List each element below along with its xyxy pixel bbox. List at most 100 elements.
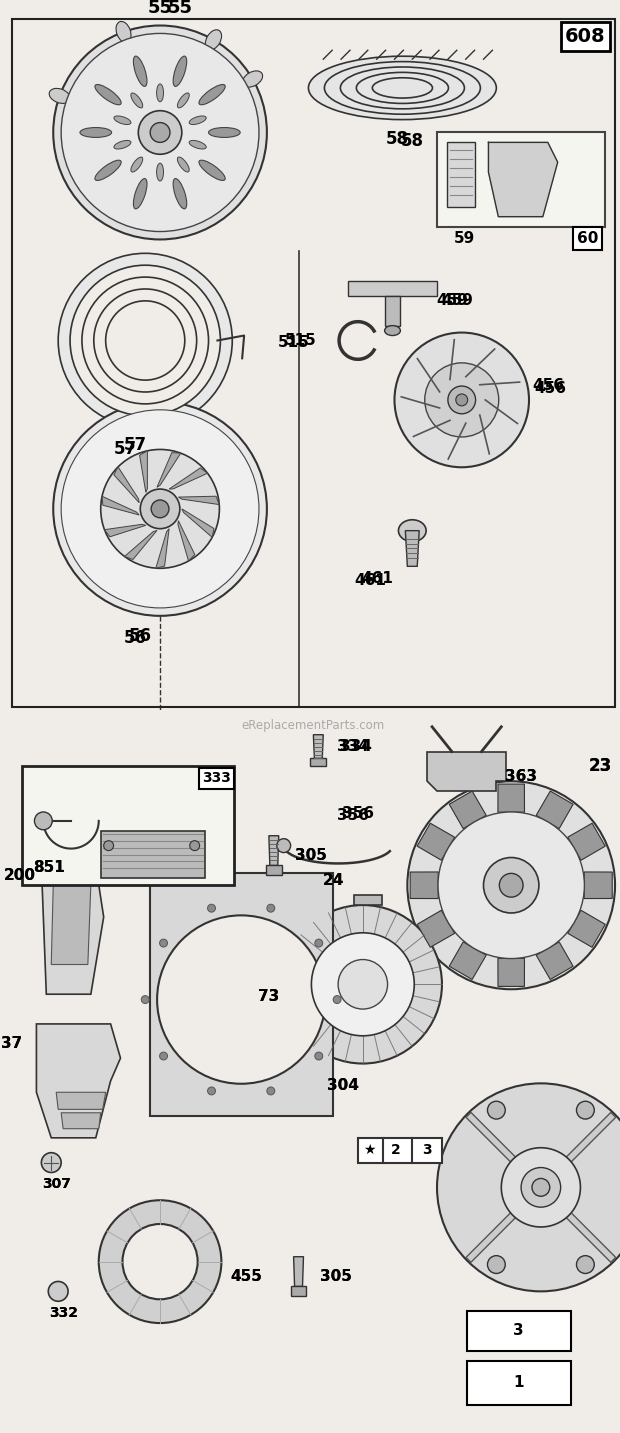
Ellipse shape — [173, 56, 187, 86]
Circle shape — [141, 996, 149, 1003]
Circle shape — [157, 916, 326, 1083]
Polygon shape — [313, 735, 323, 758]
Text: 356: 356 — [337, 808, 369, 824]
Ellipse shape — [58, 254, 233, 427]
Text: 459: 459 — [441, 294, 472, 308]
Polygon shape — [182, 509, 214, 537]
Polygon shape — [291, 1287, 306, 1297]
Text: ★: ★ — [363, 1142, 376, 1156]
Text: 56: 56 — [124, 629, 147, 646]
Ellipse shape — [94, 289, 197, 393]
Polygon shape — [51, 886, 91, 964]
Polygon shape — [417, 910, 454, 947]
Text: 58: 58 — [386, 130, 409, 149]
Circle shape — [338, 960, 388, 1009]
Polygon shape — [178, 520, 195, 560]
Circle shape — [394, 332, 529, 467]
Ellipse shape — [105, 301, 185, 380]
Text: 332: 332 — [48, 1305, 78, 1320]
Polygon shape — [294, 1257, 303, 1287]
Circle shape — [99, 1201, 221, 1323]
Ellipse shape — [199, 160, 225, 181]
Circle shape — [208, 904, 216, 913]
Circle shape — [190, 841, 200, 851]
Text: 608: 608 — [565, 27, 606, 46]
Circle shape — [35, 813, 52, 830]
Polygon shape — [584, 871, 612, 898]
Text: 363: 363 — [505, 768, 537, 784]
Polygon shape — [405, 530, 419, 566]
Text: 459: 459 — [436, 294, 467, 308]
Text: 3: 3 — [513, 1324, 523, 1338]
Circle shape — [138, 110, 182, 155]
Text: 461: 461 — [355, 573, 387, 588]
Circle shape — [61, 410, 259, 608]
Circle shape — [448, 385, 476, 414]
Circle shape — [456, 394, 467, 406]
Circle shape — [487, 1255, 505, 1274]
Polygon shape — [498, 959, 525, 986]
Text: 332: 332 — [48, 1305, 78, 1320]
Polygon shape — [266, 866, 281, 876]
Polygon shape — [384, 295, 401, 325]
Text: 1: 1 — [513, 1376, 523, 1390]
Circle shape — [42, 1152, 61, 1172]
Ellipse shape — [205, 30, 221, 50]
Bar — [437, 132, 605, 226]
Polygon shape — [157, 453, 181, 487]
Ellipse shape — [242, 70, 263, 87]
Polygon shape — [179, 496, 219, 504]
Polygon shape — [311, 758, 326, 767]
Text: 58: 58 — [401, 132, 424, 150]
Ellipse shape — [173, 179, 187, 209]
Text: 356: 356 — [342, 807, 374, 821]
Text: 363: 363 — [505, 768, 537, 784]
Polygon shape — [417, 823, 454, 860]
Circle shape — [487, 1101, 505, 1119]
Polygon shape — [568, 910, 605, 947]
Ellipse shape — [95, 160, 121, 181]
Bar — [447, 142, 474, 206]
Polygon shape — [42, 866, 104, 995]
Circle shape — [48, 1281, 68, 1301]
Circle shape — [151, 500, 169, 517]
Circle shape — [532, 1178, 550, 1197]
Ellipse shape — [95, 85, 121, 105]
Text: 2: 2 — [391, 1142, 401, 1156]
Text: 307: 307 — [42, 1178, 71, 1191]
Circle shape — [333, 996, 341, 1003]
Text: 73: 73 — [259, 989, 280, 1003]
Bar — [467, 1311, 570, 1351]
Text: 307: 307 — [42, 1178, 71, 1191]
Text: 515: 515 — [278, 335, 309, 350]
Ellipse shape — [70, 265, 220, 416]
Text: 333: 333 — [202, 771, 231, 785]
Circle shape — [123, 1224, 198, 1300]
Bar — [467, 1361, 570, 1406]
Circle shape — [53, 401, 267, 616]
Polygon shape — [498, 784, 525, 813]
Circle shape — [311, 933, 414, 1036]
Circle shape — [100, 450, 219, 569]
Text: 57: 57 — [124, 437, 147, 454]
Circle shape — [277, 838, 291, 853]
Polygon shape — [427, 751, 507, 791]
Bar — [560, 21, 610, 52]
Circle shape — [315, 939, 323, 947]
Polygon shape — [536, 941, 573, 980]
Ellipse shape — [324, 62, 480, 115]
Text: 515: 515 — [285, 332, 316, 348]
Circle shape — [502, 1148, 580, 1227]
Text: 200: 200 — [4, 868, 35, 883]
Text: eReplacementParts.com: eReplacementParts.com — [242, 719, 385, 732]
Text: 304: 304 — [327, 1078, 359, 1093]
Ellipse shape — [157, 85, 164, 102]
Text: 73: 73 — [259, 989, 280, 1003]
Ellipse shape — [114, 116, 131, 125]
Polygon shape — [61, 1113, 100, 1129]
Text: 37: 37 — [1, 1036, 22, 1052]
Polygon shape — [348, 281, 437, 295]
Polygon shape — [536, 791, 573, 828]
Text: 851: 851 — [33, 860, 65, 876]
Text: 456: 456 — [535, 381, 567, 396]
